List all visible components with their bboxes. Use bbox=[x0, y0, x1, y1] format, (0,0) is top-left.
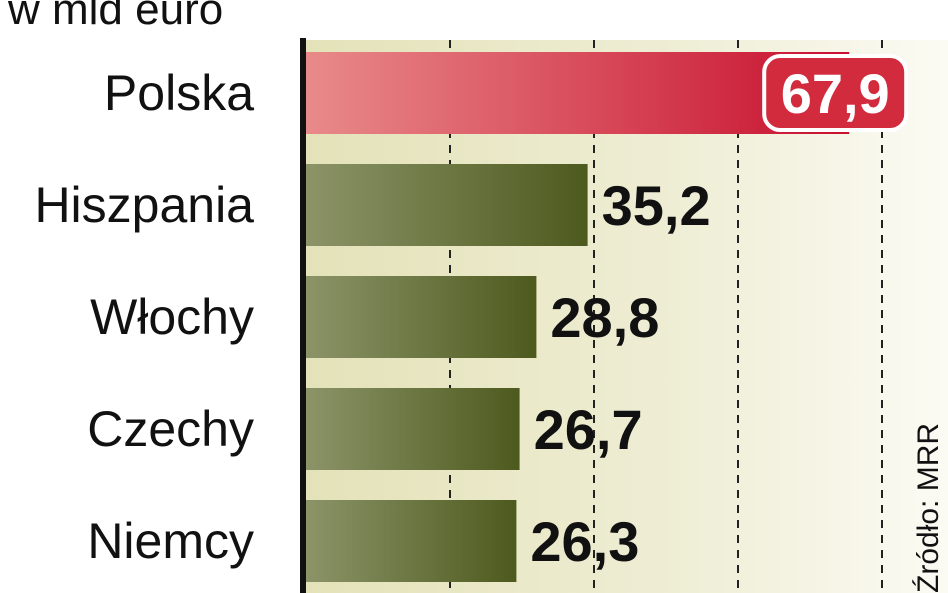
category-label-2: Włochy bbox=[90, 289, 254, 345]
value-label-2: 28,8 bbox=[550, 286, 659, 349]
source-note: Źródło: MRR bbox=[912, 423, 945, 593]
category-label-1: Hiszpania bbox=[34, 177, 254, 233]
category-label-0: Polska bbox=[104, 65, 254, 121]
value-label-3: 26,7 bbox=[534, 398, 643, 461]
bar-3 bbox=[306, 388, 520, 470]
value-label-0: 67,9 bbox=[781, 62, 890, 125]
bar-0 bbox=[306, 52, 850, 134]
chart-subtitle: w mld euro bbox=[7, 0, 223, 34]
bar-1 bbox=[306, 164, 588, 246]
labels: Polska 67,9 Hiszpania 35,2 Włochy 28,8 Czechy 2… bbox=[34, 54, 909, 573]
bar-2 bbox=[306, 276, 537, 358]
highlight-value-box bbox=[762, 54, 909, 132]
category-label-4: Niemcy bbox=[87, 513, 254, 569]
bar-4 bbox=[306, 500, 517, 582]
bars bbox=[306, 52, 850, 582]
value-label-4: 26,3 bbox=[530, 510, 639, 573]
category-label-3: Czechy bbox=[87, 401, 254, 457]
value-label-1: 35,2 bbox=[602, 174, 711, 237]
